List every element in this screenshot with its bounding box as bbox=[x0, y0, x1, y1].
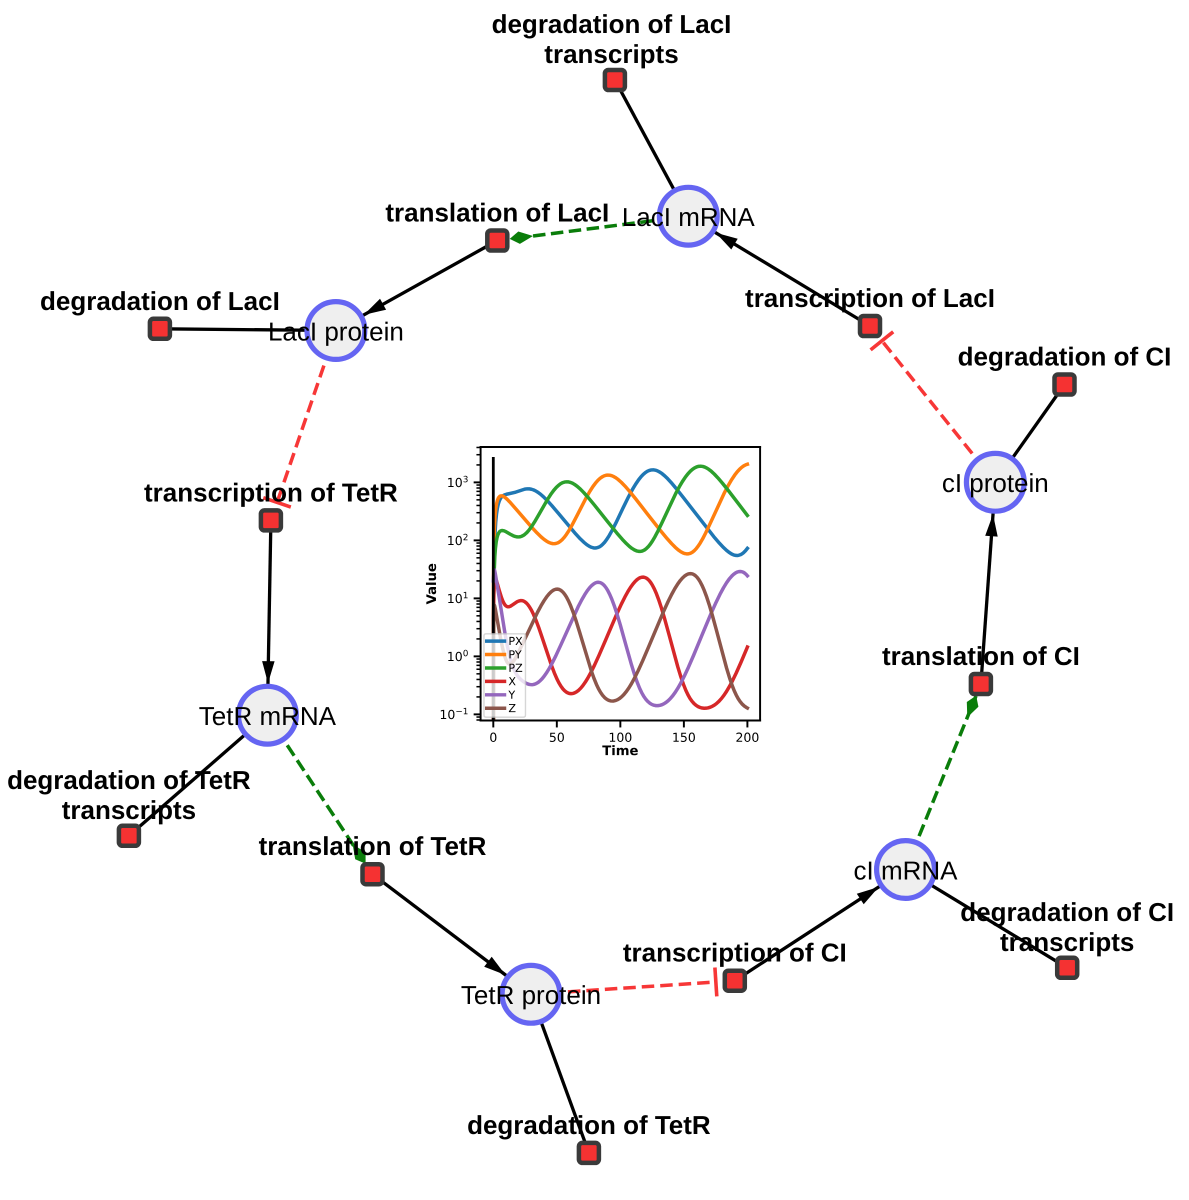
svg-text:transcription of TetR: transcription of TetR bbox=[144, 477, 398, 507]
svg-text:translation of TetR: translation of TetR bbox=[259, 831, 487, 861]
svg-text:transcription of CI: transcription of CI bbox=[623, 938, 847, 968]
svg-text:cI mRNA: cI mRNA bbox=[854, 855, 959, 885]
svg-text:transcription of LacI: transcription of LacI bbox=[745, 283, 995, 313]
svg-text:LacI protein: LacI protein bbox=[268, 316, 404, 346]
svg-text:degradation of LacI: degradation of LacI bbox=[492, 9, 732, 39]
svg-text:degradation of CI: degradation of CI bbox=[960, 897, 1174, 927]
svg-text:translation of CI: translation of CI bbox=[882, 641, 1080, 671]
svg-text:LacI mRNA: LacI mRNA bbox=[622, 202, 756, 232]
svg-text:transcripts: transcripts bbox=[544, 39, 678, 69]
svg-text:transcripts: transcripts bbox=[1000, 927, 1134, 957]
svg-text:TetR mRNA: TetR mRNA bbox=[199, 701, 337, 731]
svg-text:degradation of LacI: degradation of LacI bbox=[40, 286, 280, 316]
svg-text:TetR protein: TetR protein bbox=[461, 980, 601, 1010]
svg-text:translation of LacI: translation of LacI bbox=[385, 198, 609, 228]
svg-text:degradation of CI: degradation of CI bbox=[958, 342, 1172, 372]
svg-text:degradation of TetR: degradation of TetR bbox=[7, 765, 251, 795]
svg-text:cI protein: cI protein bbox=[942, 468, 1049, 498]
svg-text:transcripts: transcripts bbox=[62, 795, 196, 825]
svg-text:degradation of TetR: degradation of TetR bbox=[467, 1110, 711, 1140]
